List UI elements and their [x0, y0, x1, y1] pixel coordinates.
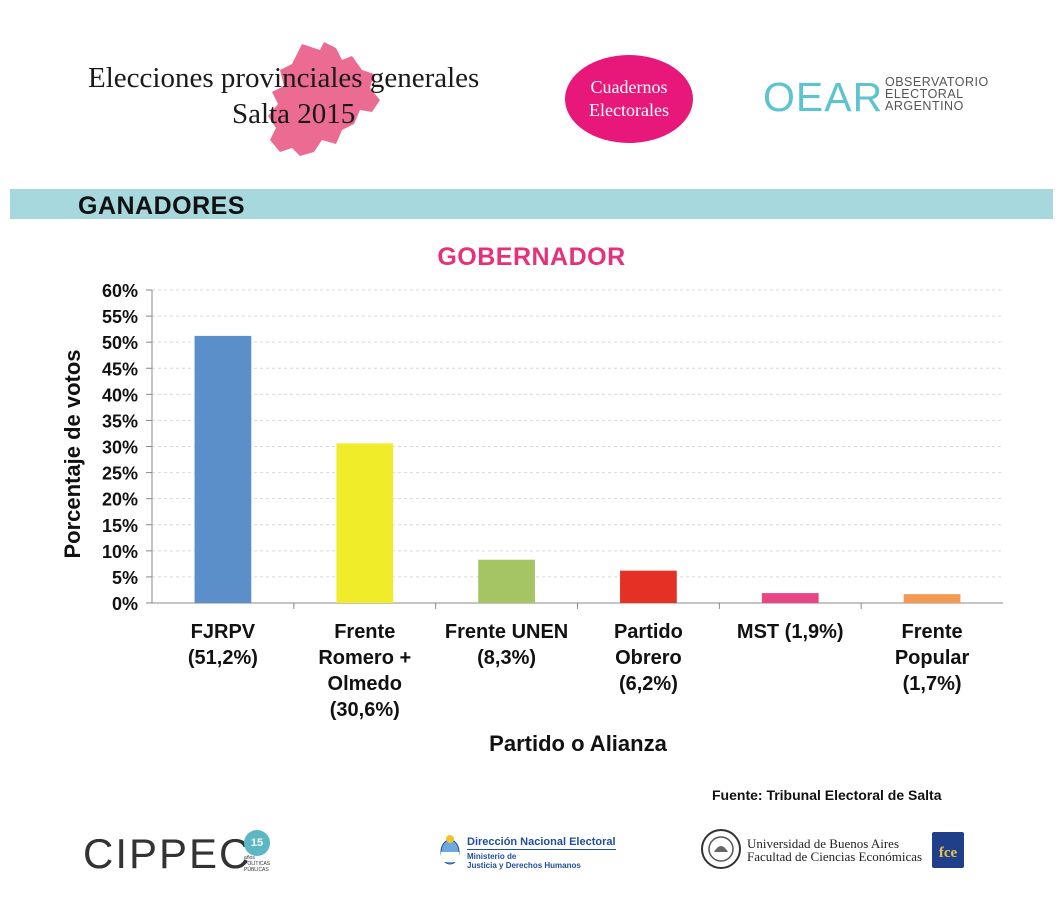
badge-line1: Cuadernos	[590, 77, 668, 97]
cippec-logo: CIPPEC	[83, 830, 252, 877]
page-title-line1: Elecciones provinciales generales	[88, 62, 480, 94]
y-tick-label: 40%	[102, 385, 138, 405]
bar-chart: 0% 5% 10% 15% 20% 25% 30% 35% 40% 45% 50% 55% 60% FJ…	[60, 281, 1003, 756]
y-tick-label: 35%	[102, 411, 138, 431]
bar	[194, 335, 252, 603]
bar	[478, 559, 535, 603]
y-tick-label: 30%	[102, 438, 138, 458]
dne-subtitle: Ministerio de Justicia y Derechos Humano…	[467, 852, 581, 870]
bar	[761, 593, 819, 603]
x-tick-label: Partido Obrero (6,2%)	[614, 621, 683, 695]
cuadernos-electorales-badge: Cuadernos Electorales	[565, 55, 693, 143]
y-axis-label: Porcentaje de votos	[60, 349, 85, 558]
salta-map-silhouette	[268, 42, 380, 156]
fce-logo: fce	[932, 832, 964, 868]
grid-lines	[152, 289, 1003, 578]
bar	[903, 594, 961, 603]
y-tick-label: 45%	[102, 359, 138, 379]
dne-line1: Ministerio de	[467, 852, 517, 861]
badge-line2: Electorales	[589, 100, 669, 120]
uba-seal-icon	[701, 829, 741, 869]
y-tick-label: 25%	[102, 464, 138, 484]
oear-line2: ELECTORAL	[885, 87, 964, 101]
x-tick-labels: FJRPV (51,2%) Frente Romero + Olmedo (30,6%) F…	[188, 621, 970, 721]
dne-line2: Justicia y Derechos Humanos	[467, 861, 581, 870]
axes	[146, 289, 1003, 609]
bar	[336, 443, 394, 603]
argentina-shield-icon	[440, 835, 460, 865]
x-tick-label: Frente Romero + Olmedo (30,6%)	[318, 621, 411, 721]
cippec-badge-subtitle: años POLÍTICAS PÚBLICAS	[244, 855, 271, 873]
cippec-15-badge: 15	[244, 830, 270, 856]
source-note: Fuente: Tribunal Electoral de Salta	[712, 787, 942, 803]
uba-text: Universidad de Buenos Aires Facultad de …	[747, 837, 922, 863]
x-tick-label: FJRPV (51,2%)	[188, 621, 258, 669]
chart-title: GOBERNADOR	[437, 243, 626, 271]
y-tick-label: 0%	[112, 594, 138, 614]
oear-subtitle: OBSERVATORIO ELECTORAL ARGENTINO	[885, 75, 989, 113]
y-tick-label: 20%	[102, 490, 138, 510]
y-tick-label: 50%	[102, 333, 138, 353]
section-title: GANADORES	[78, 192, 246, 220]
oear-line1: OBSERVATORIO	[885, 75, 989, 89]
y-tick-labels: 0% 5% 10% 15% 20% 25% 30% 35% 40% 45% 50% 55% 60%	[102, 281, 138, 614]
y-tick-label: 5%	[112, 568, 138, 588]
y-tick-label: 10%	[102, 542, 138, 562]
x-tick-label: MST (1,9%)	[737, 621, 844, 643]
bar	[620, 570, 677, 603]
uba-line2: Facultad de Ciencias Económicas	[747, 849, 923, 864]
x-tick-label: Frente Popular (1,7%)	[895, 621, 970, 695]
oear-line3: ARGENTINO	[885, 99, 964, 113]
x-axis-label: Partido o Alianza	[489, 731, 667, 756]
x-tick-label: Frente UNEN (8,3%)	[445, 621, 568, 669]
dne-title: Dirección Nacional Electoral	[467, 836, 616, 850]
y-tick-label: 15%	[102, 516, 138, 536]
bars	[194, 335, 961, 603]
section-band	[10, 189, 1053, 219]
y-tick-label: 55%	[102, 307, 138, 327]
oear-logo: OEAR	[763, 74, 884, 120]
page-title-line2: Salta 2015	[232, 98, 356, 130]
y-tick-label: 60%	[102, 281, 138, 301]
uba-line1: Universidad de Buenos Aires	[747, 836, 900, 851]
